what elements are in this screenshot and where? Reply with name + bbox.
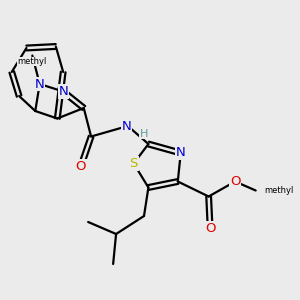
Text: methyl: methyl bbox=[18, 57, 47, 66]
Text: N: N bbox=[35, 77, 44, 91]
Text: N: N bbox=[176, 146, 186, 160]
Text: O: O bbox=[76, 160, 86, 173]
Text: methyl: methyl bbox=[265, 186, 294, 195]
Text: O: O bbox=[205, 221, 215, 235]
Text: S: S bbox=[130, 157, 138, 170]
Text: H: H bbox=[140, 128, 148, 139]
Text: N: N bbox=[58, 85, 68, 98]
Text: N: N bbox=[122, 119, 131, 133]
Text: O: O bbox=[230, 175, 240, 188]
